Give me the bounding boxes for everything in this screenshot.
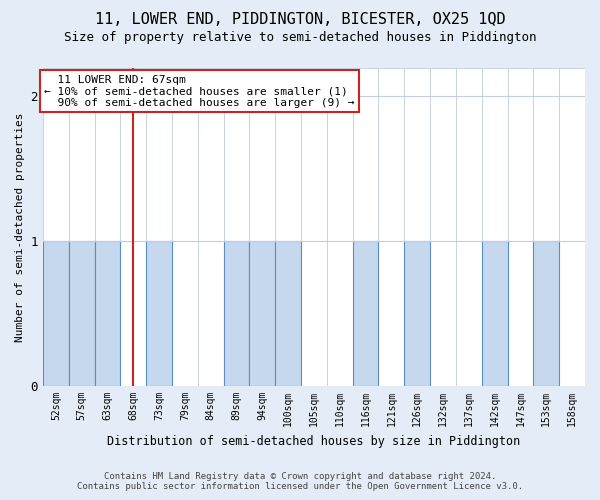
Bar <box>146 242 172 386</box>
Bar <box>250 68 275 386</box>
Bar <box>379 68 404 386</box>
Bar <box>172 68 198 386</box>
Bar <box>353 242 379 386</box>
Text: Contains HM Land Registry data © Crown copyright and database right 2024.
Contai: Contains HM Land Registry data © Crown c… <box>77 472 523 491</box>
Bar <box>224 242 250 386</box>
Bar <box>533 242 559 386</box>
Text: 11 LOWER END: 67sqm  
← 10% of semi-detached houses are smaller (1)
  90% of sem: 11 LOWER END: 67sqm ← 10% of semi-detach… <box>44 74 355 108</box>
Bar <box>95 242 121 386</box>
Bar <box>404 242 430 386</box>
Bar <box>327 68 353 386</box>
Bar <box>430 68 456 386</box>
Bar <box>95 68 121 386</box>
Bar <box>404 68 430 386</box>
Bar <box>146 68 172 386</box>
Bar <box>198 68 224 386</box>
Bar <box>482 242 508 386</box>
Bar <box>482 68 508 386</box>
Bar <box>43 242 69 386</box>
Bar <box>250 242 275 386</box>
Text: 11, LOWER END, PIDDINGTON, BICESTER, OX25 1QD: 11, LOWER END, PIDDINGTON, BICESTER, OX2… <box>95 12 505 26</box>
Bar <box>275 68 301 386</box>
Text: Size of property relative to semi-detached houses in Piddington: Size of property relative to semi-detach… <box>64 31 536 44</box>
Bar <box>275 242 301 386</box>
Bar <box>69 242 95 386</box>
Bar <box>43 68 69 386</box>
Bar <box>508 68 533 386</box>
Bar <box>456 68 482 386</box>
X-axis label: Distribution of semi-detached houses by size in Piddington: Distribution of semi-detached houses by … <box>107 434 521 448</box>
Bar <box>559 68 585 386</box>
Y-axis label: Number of semi-detached properties: Number of semi-detached properties <box>15 112 25 342</box>
Bar <box>301 68 327 386</box>
Bar <box>224 68 250 386</box>
Bar <box>353 68 379 386</box>
Bar <box>121 68 146 386</box>
Bar <box>69 68 95 386</box>
Bar <box>533 68 559 386</box>
